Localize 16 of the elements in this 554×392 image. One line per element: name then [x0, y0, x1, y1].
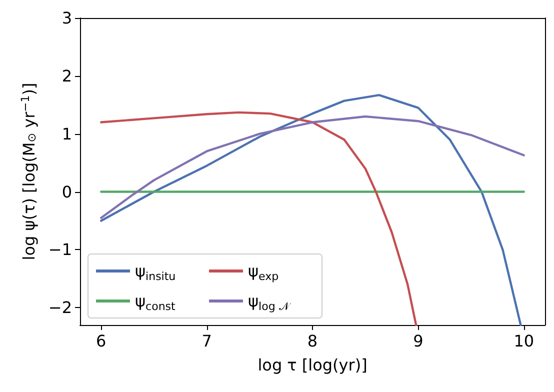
line-series [100, 111, 418, 326]
x-tick-label: 7 [202, 332, 212, 350]
x-tick-label: 8 [307, 332, 318, 350]
y-axis-title: log ψ(τ) [log(M⊙ yr−1)] [19, 82, 39, 260]
line-series [100, 94, 522, 326]
y-tick-label: 2 [62, 66, 72, 86]
x-tick-label: 10 [514, 332, 534, 350]
line-series [100, 115, 525, 219]
x-tick-label: 6 [96, 332, 106, 350]
y-tick-label: 1 [62, 124, 72, 144]
y-tick-label: −1 [48, 240, 72, 260]
y-tick-label: 3 [62, 8, 72, 28]
y-tick-label: −2 [48, 298, 72, 318]
y-tick-label: 0 [62, 182, 72, 202]
x-axis-title: log τ [log(yr)] [258, 356, 368, 374]
x-tick-label: 9 [413, 332, 424, 350]
